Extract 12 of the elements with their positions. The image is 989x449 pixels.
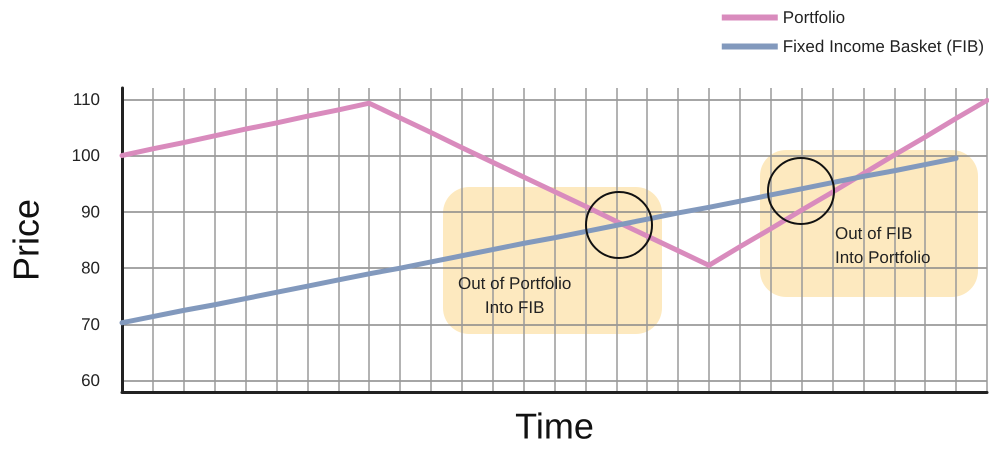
- y-tick-label: 60: [81, 371, 100, 390]
- y-tick-label: 110: [72, 90, 100, 109]
- y-tick-label: 80: [81, 258, 100, 278]
- annotation: Out of FIB Into Portfolio: [835, 223, 930, 269]
- y-tick-label: 70: [81, 314, 100, 334]
- annotation: Out of Portfolio Into FIB: [458, 273, 572, 319]
- y-axis-title: Price: [6, 198, 46, 282]
- legend-label: Portfolio: [782, 8, 846, 27]
- legend-label: Fixed Income Basket (FIB): [782, 37, 984, 56]
- x-axis-title: Time: [515, 406, 594, 446]
- y-tick-label: 90: [81, 202, 100, 222]
- y-tick-label: 100: [72, 146, 100, 166]
